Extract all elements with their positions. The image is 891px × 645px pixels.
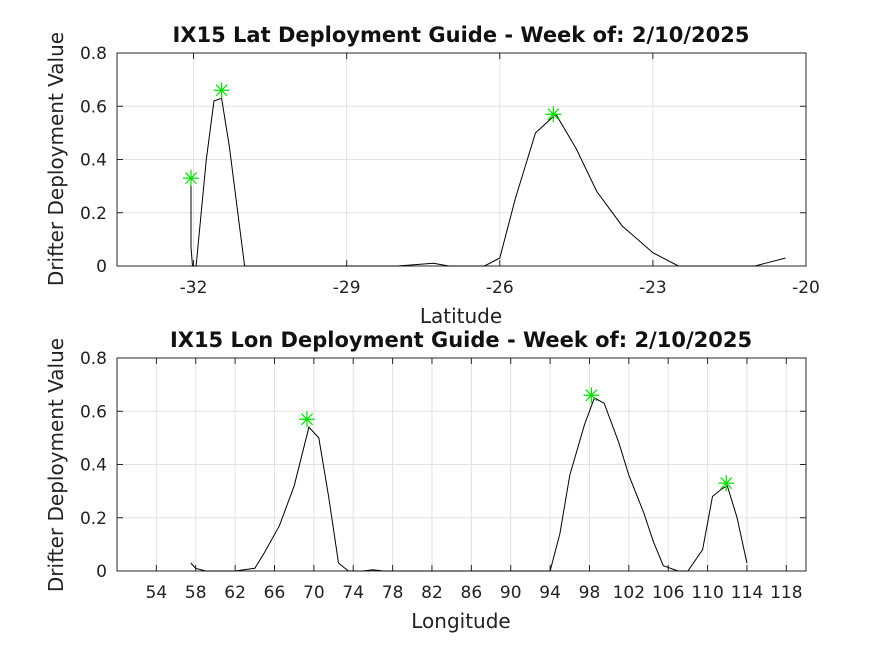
lon-xtick-label: 66 bbox=[264, 583, 286, 603]
lat-ytick-label: 0 bbox=[96, 257, 107, 277]
lat-peak-marker bbox=[183, 170, 200, 187]
lon-xtick-label: 110 bbox=[691, 583, 723, 603]
lat-ytick-label: 0.6 bbox=[80, 97, 107, 117]
lat-xtick-label: -23 bbox=[639, 278, 667, 298]
lon-xtick-label: 74 bbox=[342, 583, 364, 603]
lat-ytick-label: 0.4 bbox=[80, 151, 107, 171]
lat-xtick-label: -26 bbox=[486, 278, 514, 298]
lon-xtick-label: 102 bbox=[613, 583, 645, 603]
lon-xtick-label: 98 bbox=[579, 583, 601, 603]
lon-ytick-label: 0.8 bbox=[80, 349, 107, 369]
lon-peak-marker bbox=[583, 387, 600, 404]
lon-ytick-label: 0.4 bbox=[80, 456, 107, 476]
lat-ytick-label: 0.2 bbox=[80, 204, 107, 224]
lon-xtick-label: 106 bbox=[652, 583, 684, 603]
lat-xtick-label: -32 bbox=[180, 278, 208, 298]
lon-chart-title: IX15 Lon Deployment Guide - Week of: 2/1… bbox=[170, 328, 752, 352]
lon-series-line bbox=[190, 397, 748, 572]
lon-xtick-label: 82 bbox=[421, 583, 443, 603]
lon-xtick-label: 78 bbox=[382, 583, 404, 603]
lat-chart: IX15 Lat Deployment Guide - Week of: 2/1… bbox=[44, 23, 820, 328]
lon-xtick-label: 70 bbox=[303, 583, 325, 603]
lon-xtick-label: 58 bbox=[185, 583, 207, 603]
lon-xtick-label: 54 bbox=[146, 583, 168, 603]
lon-peak-marker bbox=[298, 411, 315, 428]
lon-ytick-label: 0.2 bbox=[80, 509, 107, 529]
lon-ytick-label: 0 bbox=[96, 562, 107, 582]
lon-ytick-label: 0.6 bbox=[80, 402, 107, 422]
lon-chart-xlabel: Longitude bbox=[411, 609, 510, 633]
lat-peak-marker bbox=[545, 106, 562, 123]
lon-xtick-label: 86 bbox=[461, 583, 483, 603]
lon-xtick-label: 90 bbox=[500, 583, 522, 603]
lon-peak-marker bbox=[718, 475, 735, 492]
lon-xtick-label: 114 bbox=[731, 583, 763, 603]
lat-chart-xlabel: Latitude bbox=[420, 304, 502, 328]
lon-xtick-label: 118 bbox=[770, 583, 802, 603]
lon-xtick-label: 94 bbox=[539, 583, 561, 603]
lat-ytick-label: 0.8 bbox=[80, 44, 107, 64]
lon-xtick-label: 62 bbox=[224, 583, 246, 603]
lon-chart: IX15 Lon Deployment Guide - Week of: 2/1… bbox=[44, 328, 807, 633]
lat-xtick-label: -29 bbox=[333, 278, 361, 298]
lat-series-line bbox=[190, 97, 786, 267]
lat-chart-title: IX15 Lat Deployment Guide - Week of: 2/1… bbox=[173, 23, 750, 47]
lat-xtick-label: -20 bbox=[792, 278, 820, 298]
lat-peak-marker bbox=[213, 82, 230, 99]
lon-chart-ylabel: Drifter Deployment Value bbox=[44, 338, 68, 592]
lat-chart-ylabel: Drifter Deployment Value bbox=[44, 32, 68, 286]
